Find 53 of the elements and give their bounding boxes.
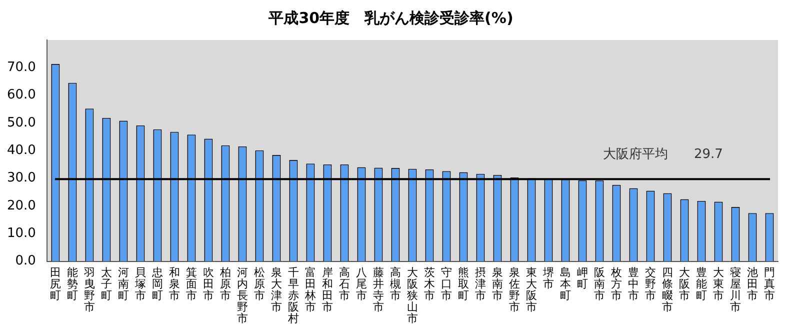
x-tick-label: 貝塚市 — [134, 266, 146, 302]
x-tick-label: 摂津市 — [474, 266, 486, 302]
x-tick-label: 島本町 — [560, 266, 571, 302]
x-tick-label: 東大阪市 — [526, 266, 537, 314]
x-tick-label: 岸和田市 — [322, 266, 333, 314]
x-tick-label: 熊取町 — [458, 266, 469, 302]
x-tick-label: 能勢町 — [66, 266, 78, 302]
chart-title: 平成30年度 乳がん検診受診率(%) — [268, 8, 514, 27]
y-tick-label: 60.0 — [6, 88, 36, 103]
x-tick-label: 八尾市 — [356, 266, 367, 302]
x-tick-label: 太子町 — [100, 266, 112, 302]
x-tick-label: 富田林市 — [304, 266, 316, 314]
x-tick-label: 大阪市 — [678, 266, 690, 302]
x-tick-label: 羽曳野市 — [84, 266, 95, 314]
x-tick-label: 守口市 — [440, 266, 452, 302]
x-tick-label: 豊中市 — [628, 266, 639, 302]
ref-line-label: 大阪府平均 29.7 — [603, 146, 723, 162]
x-tick-label: 交野市 — [644, 266, 656, 302]
x-tick-label: 松原市 — [254, 266, 265, 302]
y-tick-label: 0.0 — [15, 254, 36, 269]
x-tick-label: 柏原市 — [218, 266, 231, 302]
y-tick-label: 30.0 — [6, 170, 36, 186]
x-tick-label: 河南町 — [118, 266, 129, 302]
y-tick-label: 10.0 — [6, 226, 36, 241]
x-tick-label: 田尻町 — [50, 266, 61, 302]
x-tick-label: 高槻市 — [390, 266, 401, 302]
x-tick-label: 枚方市 — [610, 266, 622, 302]
x-tick-label: 岬町 — [576, 266, 588, 290]
x-tick-label: 茨木市 — [424, 266, 435, 302]
x-tick-label: 門真市 — [764, 266, 775, 302]
x-tick-label: 寝屋川市 — [730, 266, 741, 314]
x-tick-label: 吹田市 — [202, 266, 214, 302]
x-tick-label: 大阪狭山市 — [406, 266, 418, 326]
x-tick-label: 泉南市 — [492, 266, 503, 302]
x-tick-label: 泉大津市 — [270, 266, 282, 314]
x-tick-label: 四條畷市 — [662, 266, 673, 314]
y-tick-label: 40.0 — [6, 143, 36, 158]
y-tick-label: 70.0 — [6, 60, 36, 76]
x-tick-label: 泉佐野市 — [508, 266, 520, 314]
x-tick-label: 和泉市 — [168, 266, 180, 302]
x-tick-label: 千早赤阪村 — [286, 266, 299, 326]
x-tick-label: 堺市 — [542, 266, 554, 290]
x-tick-label: 河内長野市 — [236, 266, 248, 326]
x-tick-label: 池田市 — [747, 266, 758, 302]
x-tick-label: 阪南市 — [594, 266, 605, 302]
x-tick-label: 高石市 — [338, 266, 350, 302]
x-tick-label: 箕面市 — [186, 266, 197, 302]
x-tick-label: 忠岡町 — [150, 266, 163, 302]
y-tick-label: 50.0 — [6, 115, 36, 130]
x-tick-label: 藤井寺市 — [372, 266, 384, 314]
y-tick-label: 20.0 — [6, 198, 36, 214]
x-tick-label: 豊能町 — [696, 266, 707, 302]
x-tick-label: 大東市 — [712, 266, 724, 302]
